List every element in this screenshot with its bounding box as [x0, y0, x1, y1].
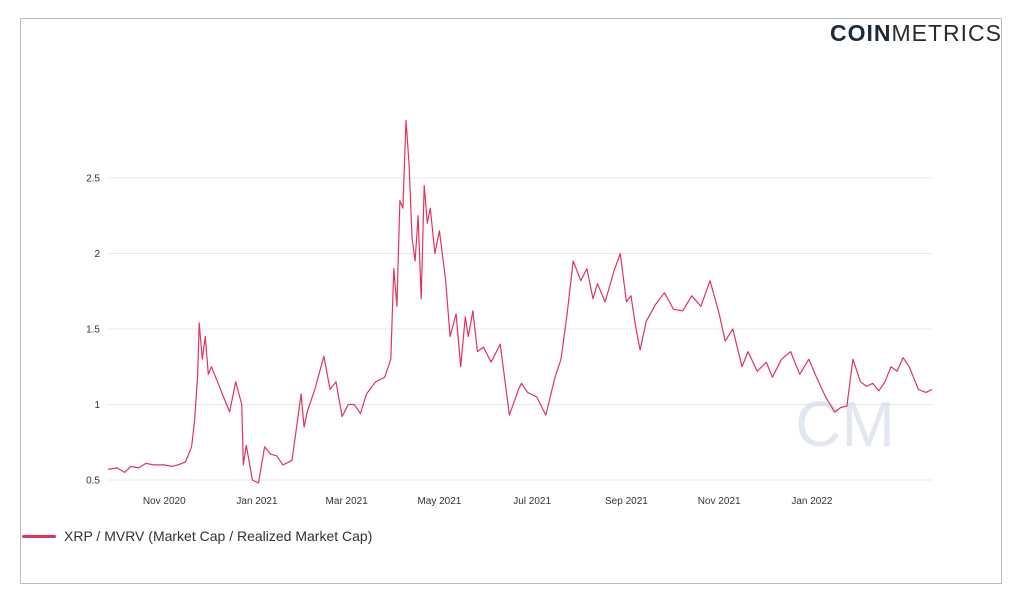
- x-tick-label: Jul 2021: [513, 496, 551, 507]
- y-tick-label: 0.5: [86, 476, 100, 487]
- y-axis-ticks: 0.5 1 1.5 2 2.5: [86, 173, 100, 486]
- legend-swatch: [22, 534, 56, 538]
- x-tick-label: Jan 2022: [791, 496, 833, 507]
- x-tick-label: May 2021: [417, 496, 461, 507]
- y-tick-label: 1: [94, 400, 100, 411]
- coinmetrics-logo: COINMETRICS: [830, 20, 1002, 47]
- y-tick-label: 2.5: [86, 173, 100, 184]
- chart-frame: [20, 18, 1002, 584]
- legend[interactable]: XRP / MVRV (Market Cap / Realized Market…: [22, 528, 372, 544]
- y-tick-label: 2: [94, 249, 100, 260]
- x-tick-label: Mar 2021: [326, 496, 369, 507]
- cm-watermark: CM: [795, 388, 895, 460]
- logo-bold-text: COIN: [830, 20, 892, 46]
- legend-label: XRP / MVRV (Market Cap / Realized Market…: [64, 528, 373, 544]
- y-tick-label: 1.5: [86, 324, 100, 335]
- x-tick-label: Jan 2021: [236, 496, 278, 507]
- x-axis-ticks: Nov 2020 Jan 2021 Mar 2021 May 2021 Jul 2021…: [143, 496, 833, 507]
- grid-lines: [108, 177, 932, 481]
- series-line-xrp-mvrv: [107, 120, 933, 484]
- logo-light-text: METRICS: [891, 20, 1002, 46]
- x-tick-label: Sep 2021: [605, 496, 648, 507]
- x-tick-label: Nov 2021: [698, 496, 741, 507]
- x-tick-label: Nov 2020: [143, 496, 186, 507]
